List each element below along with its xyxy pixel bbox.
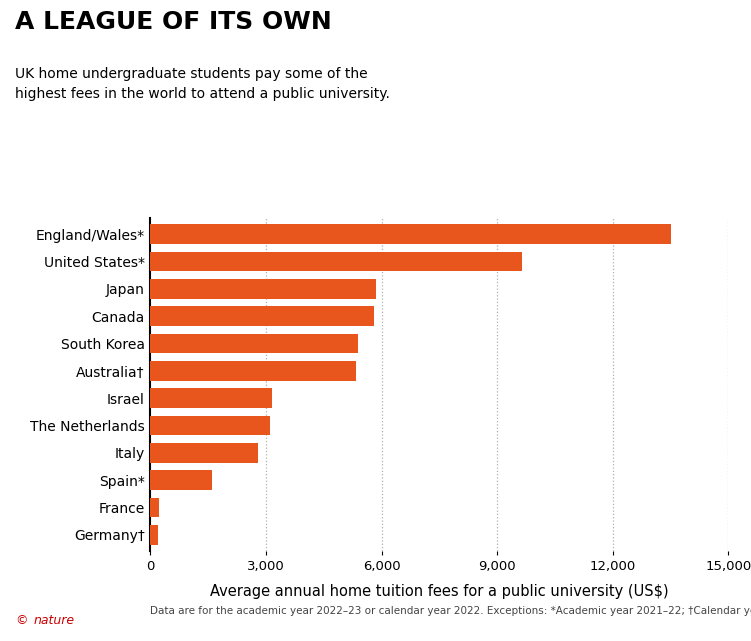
Bar [150, 443, 258, 463]
Bar [150, 279, 376, 299]
Text: UK home undergraduate students pay some of the
highest fees in the world to atte: UK home undergraduate students pay some … [15, 67, 390, 101]
Bar [150, 224, 671, 244]
Bar [150, 525, 158, 545]
Bar [150, 334, 358, 353]
Text: A LEAGUE OF ITS OWN: A LEAGUE OF ITS OWN [15, 10, 332, 33]
Bar [150, 361, 357, 381]
Text: ©: © [15, 614, 28, 627]
Text: Data are for the academic year 2022–23 or calendar year 2022. Exceptions: *Acade: Data are for the academic year 2022–23 o… [150, 606, 751, 616]
Bar [150, 416, 270, 435]
Bar [150, 470, 212, 490]
Bar [150, 388, 272, 408]
Bar [150, 252, 522, 272]
Bar [150, 306, 374, 326]
Text: nature: nature [34, 614, 75, 627]
X-axis label: Average annual home tuition fees for a public university (US$): Average annual home tuition fees for a p… [210, 584, 668, 599]
Bar [150, 497, 159, 517]
